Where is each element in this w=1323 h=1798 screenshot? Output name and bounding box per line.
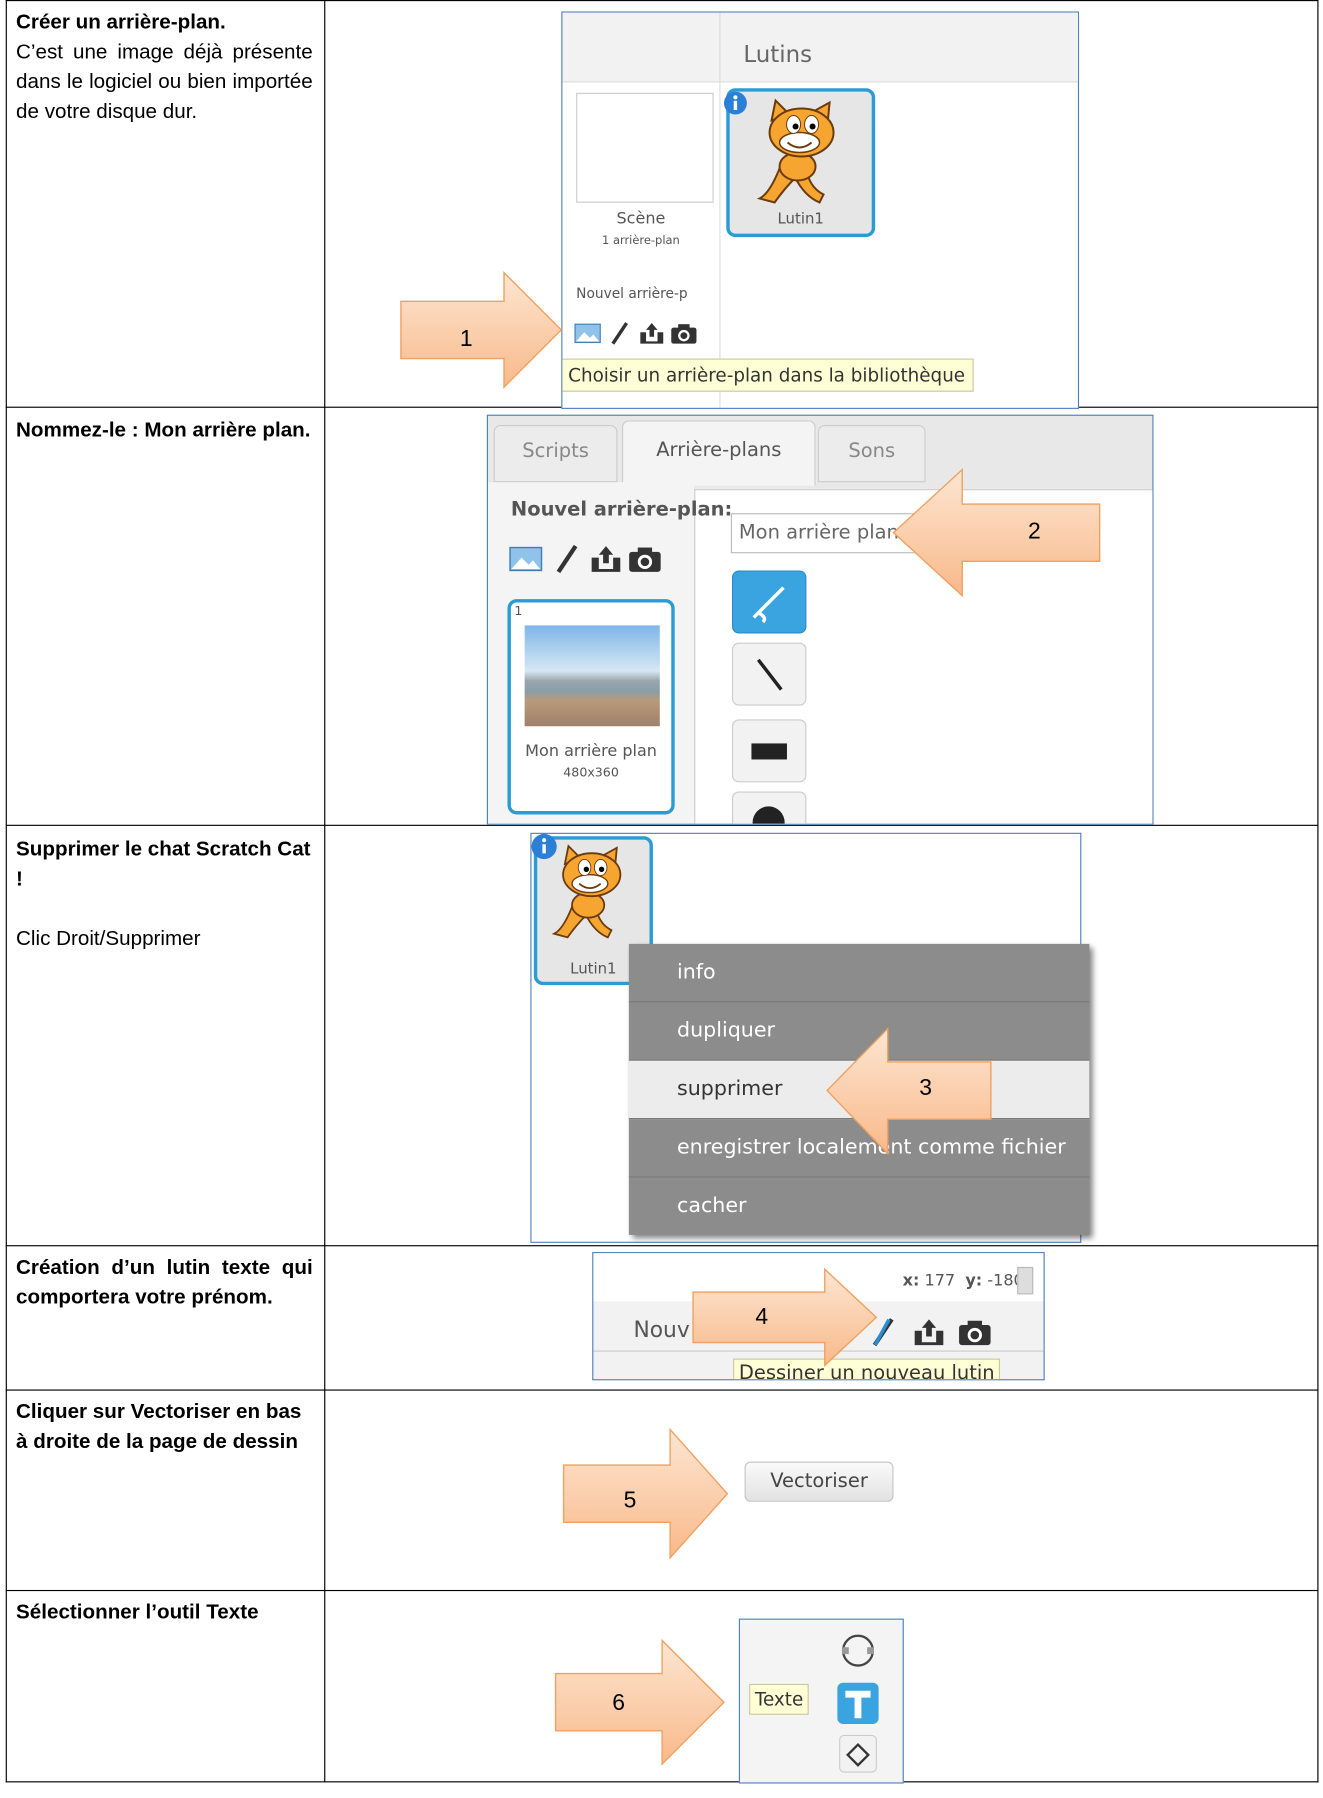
- instruction: Nommez-le : Mon arrière plan.: [16, 415, 313, 445]
- costume-size: 480x360: [563, 765, 619, 781]
- tool-fill[interactable]: [839, 1734, 878, 1773]
- tooltip: Texte: [749, 1683, 809, 1715]
- menu-item[interactable]: cacher: [676, 1193, 747, 1218]
- table-border: [5, 1389, 1319, 1391]
- screenshot: Texte: [738, 1618, 904, 1784]
- table-border: [5, 0, 7, 1783]
- tab[interactable]: Sons: [817, 424, 926, 483]
- tool-line[interactable]: [731, 642, 807, 706]
- callout-number: 3: [919, 1075, 932, 1101]
- sprite-label: Lutin1: [570, 961, 617, 979]
- scroll-button[interactable]: [1017, 1266, 1034, 1295]
- instruction-title: Création d’un lutin texte qui comportera…: [16, 1255, 313, 1309]
- screenshot: Lutins Scène 1 arrière-plan Nouvel arriè…: [561, 11, 1080, 409]
- table-border: [1317, 0, 1319, 1783]
- new-backdrop-label: Nouvel arrière-plan:: [510, 498, 733, 522]
- callout-number: 1: [459, 326, 473, 352]
- arrow: [892, 468, 1101, 598]
- table-border: [5, 1245, 1319, 1247]
- tab-active[interactable]: Arrière-plans: [622, 420, 816, 486]
- sprite-tile: Lutin1: [726, 88, 876, 238]
- instruction: Sélectionner l’outil Texte: [16, 1597, 313, 1627]
- instruction: Supprimer le chat Scratch Cat ! Clic Dro…: [16, 834, 313, 953]
- info-badge: [723, 91, 747, 115]
- stage-label: Scène: [616, 209, 666, 228]
- tool-icon: [756, 658, 783, 691]
- sprite-icons: [866, 1315, 991, 1349]
- stage-thumb: [576, 92, 714, 203]
- x-label: x:: [902, 1271, 920, 1290]
- arrow: [562, 1427, 729, 1560]
- menu-item[interactable]: enregistrer localement comme fichier: [628, 1119, 1090, 1178]
- costume-image: [524, 625, 660, 727]
- tool-text[interactable]: [836, 1682, 880, 1726]
- info-badge: [531, 833, 557, 860]
- new-sprite-label: Nouv: [633, 1317, 690, 1343]
- tooltip: Dessiner un nouveau lutin: [733, 1358, 1001, 1380]
- stage-count: 1 arrière-plan: [602, 234, 680, 248]
- header-band: [562, 12, 1078, 83]
- tab[interactable]: Scripts: [493, 424, 618, 483]
- instruction-text: C’est une image déjà présente dans le lo…: [16, 40, 313, 123]
- divider: [593, 1350, 1044, 1352]
- table-border: [5, 0, 1319, 2]
- tool-brush[interactable]: [731, 570, 807, 634]
- vectorize-button[interactable]: Vectoriser: [744, 1461, 894, 1502]
- y-label: y:: [965, 1271, 983, 1290]
- x-value: 177: [924, 1271, 956, 1290]
- tool-icon: [751, 743, 787, 760]
- callout-number: 6: [612, 1690, 625, 1716]
- tool-ellipse[interactable]: [731, 791, 807, 824]
- instruction: Création d’un lutin texte qui comportera…: [16, 1252, 313, 1312]
- divider: [719, 12, 721, 408]
- menu-item[interactable]: info: [628, 944, 1090, 1003]
- callout-number: 4: [755, 1304, 769, 1330]
- callout-number: 5: [623, 1488, 637, 1514]
- costume-number: 1: [514, 603, 523, 619]
- tooltip: Choisir un arrière-plan dans la biblioth…: [562, 358, 974, 392]
- new-backdrop-label: Nouvel arrière-p: [576, 285, 688, 302]
- instruction: Cliquer sur Vectoriser en bas à droite d…: [16, 1396, 313, 1456]
- panel-title: Lutins: [743, 40, 813, 68]
- instruction: Créer un arrière-plan. C’est une image d…: [16, 7, 313, 126]
- callout-number: 2: [1028, 518, 1041, 545]
- instruction-text: Clic Droit/Supprimer: [16, 926, 201, 950]
- sprite-label: Lutin1: [777, 210, 824, 228]
- tool-rect[interactable]: [731, 719, 807, 783]
- table-border: [324, 0, 326, 1783]
- tool-icon: [752, 806, 785, 824]
- arrow: [554, 1638, 725, 1766]
- arrow: [826, 1026, 992, 1156]
- table-border: [5, 1589, 1319, 1592]
- table-border: [5, 1781, 1319, 1783]
- instruction-title: Créer un arrière-plan.: [16, 10, 226, 34]
- costume-tile: 1 Mon arrière plan 480x360: [507, 599, 675, 815]
- instruction-title: Supprimer le chat Scratch Cat !: [16, 837, 311, 891]
- arrow: [400, 270, 563, 389]
- tool-icon: [752, 586, 785, 624]
- coordinates: x: 177 y: -180: [903, 1272, 1024, 1290]
- instruction-title: Nommez-le : Mon arrière plan.: [16, 418, 311, 442]
- arrow: [692, 1267, 878, 1368]
- costume-name: Mon arrière plan: [525, 742, 657, 761]
- y-value: -180: [987, 1271, 1024, 1290]
- instruction-title: Cliquer sur Vectoriser en bas à droite d…: [16, 1399, 302, 1453]
- table-border: [5, 824, 1319, 826]
- instruction-title: Sélectionner l’outil Texte: [16, 1600, 259, 1624]
- tool-reshape[interactable]: [839, 1631, 878, 1670]
